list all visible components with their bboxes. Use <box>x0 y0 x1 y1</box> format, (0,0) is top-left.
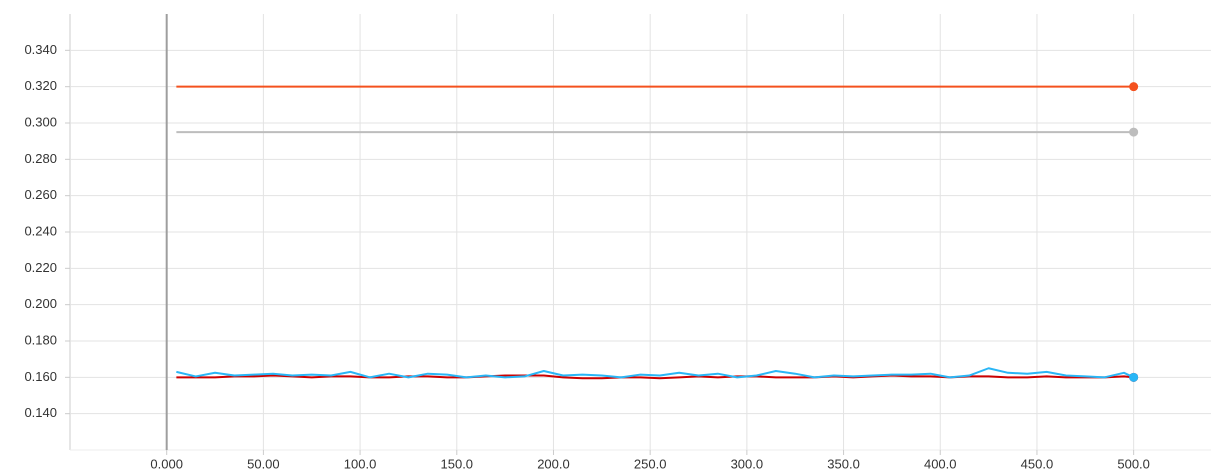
y-tick-label: 0.160 <box>24 369 57 384</box>
x-tick-label: 50.00 <box>247 456 280 471</box>
y-tick-label: 0.280 <box>24 151 57 166</box>
y-tick-label: 0.260 <box>24 187 57 202</box>
x-tick-label: 350.0 <box>827 456 860 471</box>
y-tick-label: 0.240 <box>24 223 57 238</box>
y-tick-label: 0.220 <box>24 260 57 275</box>
y-tick-label: 0.180 <box>24 332 57 347</box>
x-tick-label: 0.000 <box>150 456 183 471</box>
y-tick-label: 0.300 <box>24 114 57 129</box>
series-line <box>176 367 1135 379</box>
series-line <box>176 374 1134 380</box>
end-point <box>1129 127 1139 137</box>
x-tick-label: 450.0 <box>1021 456 1054 471</box>
x-tick-label: 400.0 <box>924 456 957 471</box>
y-tick-label: 0.320 <box>24 78 57 93</box>
x-tick-label: 300.0 <box>731 456 764 471</box>
y-tick-label: 0.340 <box>24 42 57 57</box>
y-tick-label: 0.200 <box>24 296 57 311</box>
x-tick-label: 200.0 <box>537 456 570 471</box>
x-tick-label: 500.0 <box>1117 456 1150 471</box>
end-point <box>1129 372 1139 382</box>
x-tick-label: 100.0 <box>344 456 377 471</box>
y-tick-label: 0.140 <box>24 405 57 420</box>
x-tick-label: 250.0 <box>634 456 667 471</box>
x-tick-label: 150.0 <box>441 456 474 471</box>
end-point <box>1129 82 1139 92</box>
